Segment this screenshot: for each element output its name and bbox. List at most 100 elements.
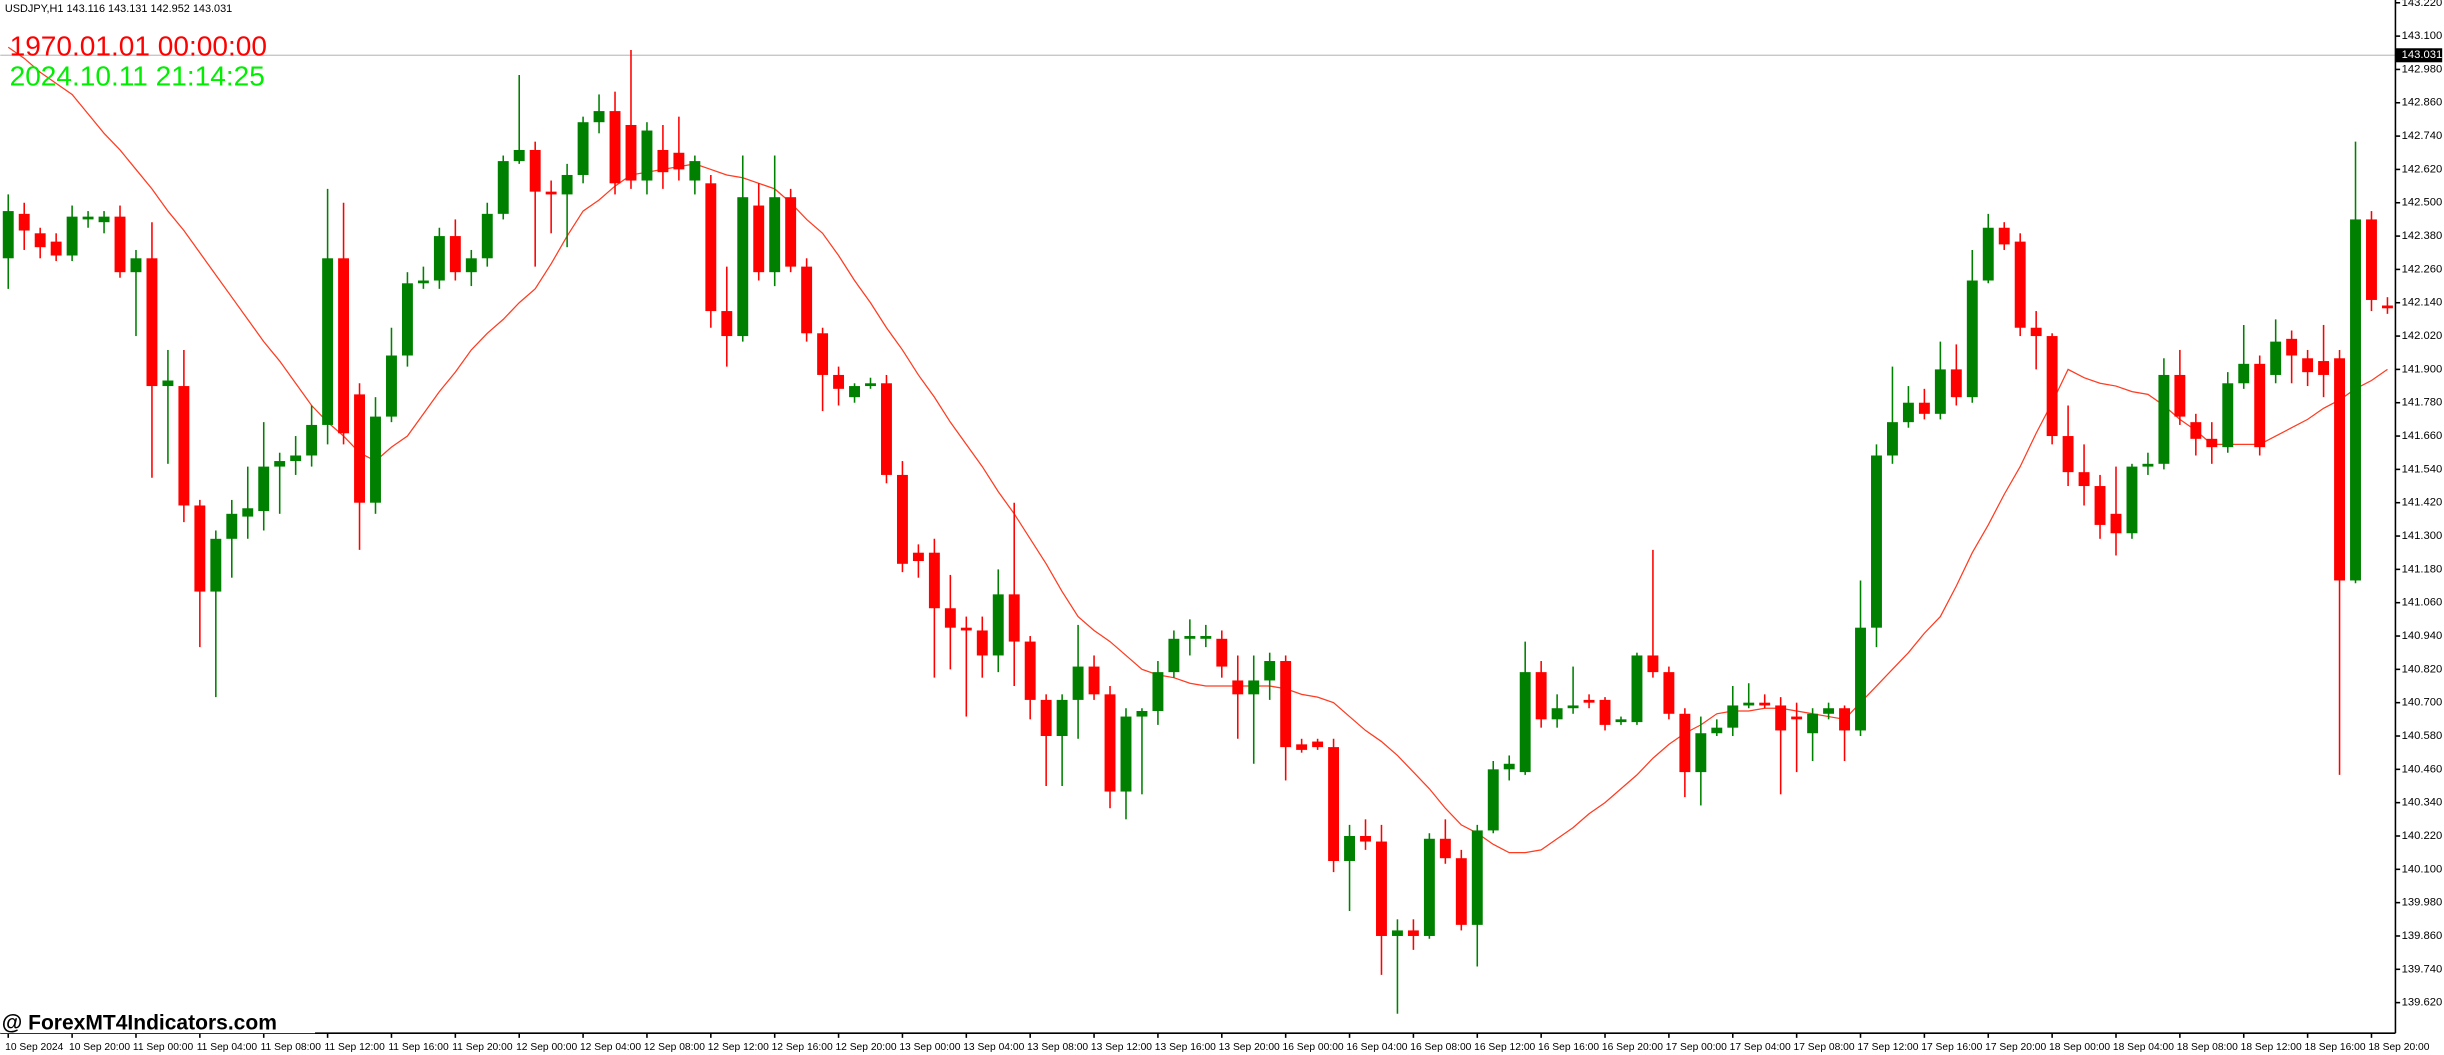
x-tick-label: 16 Sep 08:00: [1410, 1042, 1471, 1053]
x-tick-label: 12 Sep 12:00: [708, 1042, 769, 1053]
candle-body: [1040, 699, 1052, 737]
candle-body: [2222, 383, 2234, 448]
candle-body: [1615, 719, 1627, 723]
candle-body: [210, 538, 222, 592]
y-tick-label: 141.060: [2402, 597, 2443, 609]
candle-body: [1791, 716, 1803, 720]
candle-body: [577, 122, 589, 175]
candle-body: [1296, 744, 1308, 750]
candle-body: [753, 205, 765, 273]
candle-body: [401, 283, 413, 356]
candle-body: [1264, 661, 1276, 681]
y-tick-label: 141.420: [2402, 497, 2443, 509]
candle-body: [1631, 655, 1643, 723]
y-tick-label: 141.900: [2402, 363, 2443, 375]
x-tick-label: 17 Sep 04:00: [1730, 1042, 1791, 1053]
candle-body: [721, 311, 733, 337]
candle-body: [593, 111, 605, 123]
candle-body: [673, 152, 685, 170]
candle-body: [465, 258, 477, 273]
candle-body: [114, 216, 126, 273]
y-tick-label: 141.540: [2402, 463, 2443, 475]
candle-body: [1663, 672, 1675, 714]
candle-body: [1232, 680, 1244, 695]
candle-body: [82, 216, 94, 220]
candle-body: [1328, 747, 1340, 861]
candle-body: [98, 216, 110, 223]
x-tick-label: 13 Sep 04:00: [963, 1042, 1024, 1053]
x-tick-label: 18 Sep 20:00: [2368, 1042, 2429, 1053]
candle-body: [513, 149, 525, 162]
watermark: @ ForexMT4Indicators.com: [2, 1011, 277, 1034]
candle-body: [2318, 361, 2330, 375]
y-tick-label: 140.460: [2402, 763, 2443, 775]
candle-body: [1551, 708, 1563, 720]
chart-body: [0, 46, 2396, 1014]
candle-body: [960, 627, 972, 631]
candle-body: [1104, 694, 1116, 792]
x-tick-label: 17 Sep 00:00: [1666, 1042, 1727, 1053]
candle-body: [545, 191, 557, 195]
candle-body: [1200, 636, 1212, 639]
y-tick-label: 139.620: [2402, 997, 2443, 1009]
candle-body: [1902, 402, 1914, 423]
candle-body: [1168, 638, 1180, 673]
y-tick-label: 142.860: [2402, 97, 2443, 109]
candle-body: [833, 374, 845, 389]
candle-body: [1471, 830, 1483, 925]
candle-body: [322, 258, 334, 425]
candle-body: [609, 111, 621, 184]
candle-body: [1376, 841, 1387, 936]
candle-body: [1950, 369, 1962, 398]
candle-body: [785, 197, 797, 267]
candle-body: [386, 355, 397, 417]
current-price-label: 143.031: [2402, 49, 2443, 61]
x-tick-label: 18 Sep 16:00: [2304, 1042, 2365, 1053]
x-tick-label: 11 Sep 20:00: [452, 1042, 513, 1053]
x-tick-label: 17 Sep 20:00: [1985, 1042, 2046, 1053]
candle-body: [258, 466, 270, 512]
candle-body: [497, 161, 509, 214]
x-tick-label: 12 Sep 00:00: [516, 1042, 577, 1053]
candle-body: [1008, 594, 1020, 642]
candle-body: [417, 280, 429, 284]
candle-body: [769, 197, 781, 273]
candle-body: [1312, 741, 1324, 748]
candle-body: [338, 258, 350, 434]
candle-body: [2014, 241, 2026, 328]
watermark-backdrop: [0, 1011, 316, 1034]
candle-body: [146, 258, 158, 387]
candle-body: [1136, 711, 1148, 717]
y-tick-label: 140.940: [2402, 630, 2443, 642]
candle-body: [370, 416, 381, 503]
candle-body: [2350, 219, 2361, 581]
x-tick-label: 13 Sep 16:00: [1155, 1042, 1216, 1053]
candle-body: [817, 333, 829, 375]
candle-body: [1360, 835, 1371, 842]
candle-body: [2334, 358, 2346, 581]
y-tick-label: 139.980: [2402, 897, 2443, 909]
candle-body: [1024, 641, 1036, 700]
candle-body: [1567, 705, 1579, 709]
candle-body: [306, 424, 318, 456]
candle-body: [449, 236, 461, 273]
candle-body: [561, 174, 573, 195]
annotation: 2024.10.11 21:14:25: [10, 60, 265, 91]
y-tick-label: 142.260: [2402, 263, 2443, 275]
y-tick-label: 140.820: [2402, 663, 2443, 675]
candle-body: [529, 149, 541, 192]
candle-body: [2046, 336, 2058, 437]
y-tick-label: 142.140: [2402, 297, 2443, 309]
y-tick-label: 142.740: [2402, 130, 2443, 142]
candle-body: [2190, 422, 2202, 439]
x-tick-label: 12 Sep 20:00: [835, 1042, 896, 1053]
y-tick-label: 142.620: [2402, 163, 2443, 175]
candle-body: [1998, 227, 2010, 245]
candle-body: [2238, 363, 2250, 384]
candle-body: [1088, 666, 1100, 695]
candle-body: [1727, 705, 1739, 728]
candle-body: [881, 383, 892, 475]
candle-body: [1519, 672, 1531, 773]
candle-body: [2142, 463, 2154, 467]
